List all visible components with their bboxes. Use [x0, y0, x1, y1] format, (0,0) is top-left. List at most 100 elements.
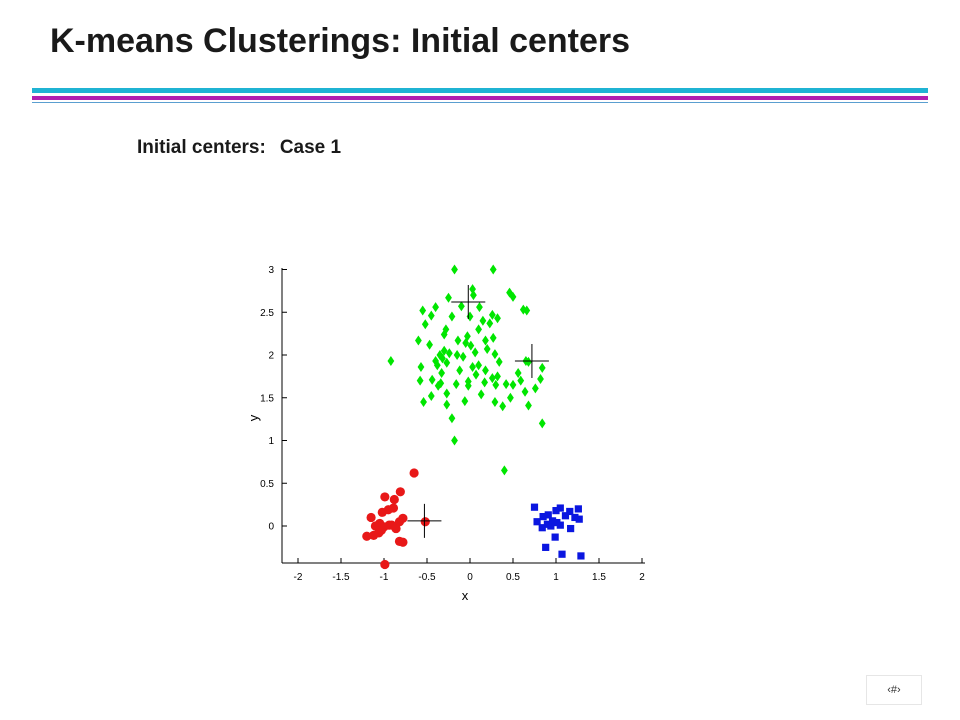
blue-cluster-point [558, 550, 566, 558]
green-cluster-point [483, 344, 491, 355]
green-cluster-point [437, 378, 445, 389]
blue-cluster-point [571, 513, 579, 522]
green-cluster-point [434, 380, 442, 391]
x-tick-label: -1.5 [332, 572, 350, 583]
x-axis-label: x [462, 588, 469, 603]
blue-cluster-point [567, 524, 575, 533]
green-cluster-point [420, 397, 427, 408]
blue-cluster-point [548, 517, 557, 525]
red-cluster-point [376, 525, 387, 535]
red-cluster-point [395, 487, 405, 497]
green-cluster-point [433, 360, 441, 371]
green-cluster-point [452, 379, 460, 390]
center-marker [514, 343, 549, 378]
green-cluster-point [488, 309, 496, 320]
green-cluster-point [472, 369, 480, 380]
y-tick-label: 2.5 [260, 308, 274, 319]
blue-cluster-point [575, 515, 583, 523]
data-points [362, 264, 585, 570]
green-cluster-point [416, 375, 424, 386]
green-cluster-point [488, 373, 496, 384]
green-cluster-point [489, 332, 497, 343]
green-cluster-point [494, 313, 501, 324]
x-tick-label: -1 [380, 572, 389, 583]
green-cluster-point [421, 319, 429, 330]
blue-cluster-point [552, 507, 560, 515]
green-cluster-point [440, 329, 448, 340]
green-cluster-point [426, 339, 433, 350]
green-cluster-point [419, 305, 427, 316]
green-cluster-point [486, 318, 494, 329]
green-cluster-point [479, 315, 487, 326]
green-cluster-point [467, 340, 475, 351]
green-cluster-point [451, 264, 458, 275]
blue-cluster-point [556, 521, 564, 529]
center-marker [451, 284, 486, 319]
blue-cluster-point [533, 518, 541, 526]
y-tick-label: 3 [268, 265, 274, 276]
red-cluster-point [420, 517, 430, 527]
green-cluster-point [525, 356, 532, 367]
green-cluster-point [462, 338, 470, 349]
green-cluster-point [443, 357, 451, 368]
green-cluster-point [514, 367, 522, 378]
green-cluster-point [440, 345, 448, 356]
center-marker [407, 503, 442, 538]
x-tick-label: 1.5 [592, 572, 606, 583]
red-cluster-point [362, 531, 372, 541]
green-cluster-point [509, 291, 517, 302]
green-cluster-point [432, 302, 439, 313]
green-cluster-point [427, 310, 435, 321]
red-cluster-point [409, 468, 419, 478]
red-cluster-point [380, 492, 390, 502]
red-cluster-point [394, 517, 405, 527]
green-cluster-point [464, 380, 472, 391]
green-cluster-point [475, 360, 482, 371]
blue-cluster-point [556, 504, 564, 512]
blue-cluster-point [566, 507, 574, 516]
slide-title: K-means Clusterings: Initial centers [50, 22, 631, 60]
green-cluster-point [470, 290, 477, 301]
green-cluster-point [428, 374, 436, 385]
green-cluster-point [492, 379, 500, 390]
green-cluster-point [501, 465, 508, 476]
axes: -2 -1.5 -1 -0.5 0 0.5 1 1.5 2 0 0.5 1 1.5 2 2.5 3 x y [246, 265, 645, 603]
green-cluster-point [495, 356, 503, 367]
initial-centers [407, 284, 549, 538]
y-tick-label: 1 [268, 436, 274, 447]
green-cluster-point [521, 386, 529, 397]
green-cluster-point [445, 348, 453, 359]
green-cluster-point [491, 397, 499, 408]
page-number: ‹#› [866, 675, 922, 705]
red-cluster-point [377, 507, 387, 517]
y-tick-label: 0.5 [260, 479, 274, 490]
y-tick-label: 0 [268, 522, 274, 533]
red-cluster-point [369, 530, 379, 541]
green-cluster-point [459, 351, 467, 362]
green-cluster-point [453, 350, 461, 360]
green-cluster-point [454, 335, 462, 346]
y-tick-label: 1.5 [260, 393, 274, 404]
red-cluster-point [380, 559, 390, 570]
y-axis-label: y [246, 414, 261, 421]
green-cluster-point [427, 391, 435, 402]
green-cluster-point [477, 389, 485, 400]
blue-cluster-point [574, 505, 582, 513]
green-cluster-point [448, 413, 456, 424]
blue-cluster-point [530, 503, 539, 511]
green-cluster-point [538, 362, 546, 373]
green-cluster-point [494, 371, 501, 382]
green-cluster-point [415, 335, 422, 346]
green-cluster-point [525, 400, 532, 411]
blue-cluster-point [551, 533, 559, 541]
green-cluster-point [523, 305, 531, 316]
green-cluster-point [445, 292, 452, 303]
green-cluster-point [489, 264, 497, 275]
x-tick-label: 2 [639, 572, 645, 583]
red-cluster-point [389, 494, 399, 505]
y-tick-label: 2 [268, 351, 274, 362]
green-cluster-point [439, 353, 446, 364]
green-cluster-point [456, 365, 464, 376]
blue-cluster-point [577, 552, 585, 560]
